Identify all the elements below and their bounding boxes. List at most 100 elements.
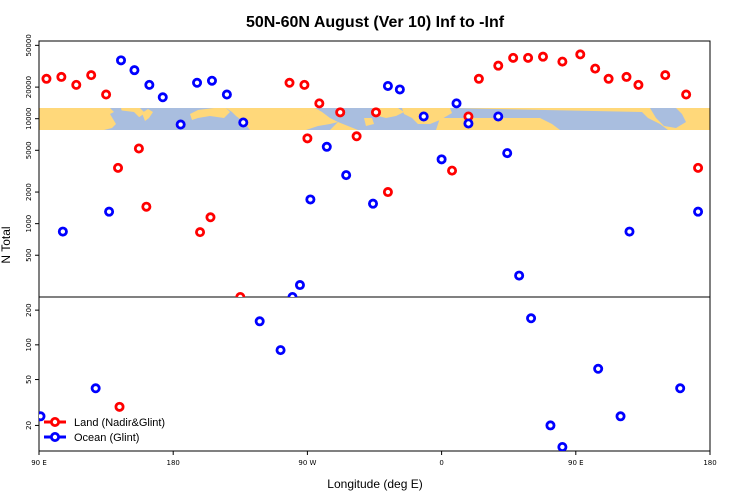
- x-tick-label: 180: [167, 459, 180, 467]
- ocean-point: [394, 84, 405, 95]
- legend: Land (Nadir&Glint) Ocean (Glint): [44, 416, 165, 444]
- chart-title: 50N-60N August (Ver 10) Inf to -Inf: [246, 14, 505, 31]
- land-point: [633, 79, 644, 90]
- ocean-point: [175, 119, 186, 130]
- ocean-point: [451, 98, 462, 109]
- land-point: [284, 77, 295, 88]
- y-tick-label: 200: [25, 303, 33, 316]
- land-point: [681, 89, 692, 100]
- ocean-point: [615, 411, 626, 422]
- x-axis-label: Longitude (deg E): [327, 477, 422, 491]
- land-point: [133, 143, 144, 154]
- y-tick-label: 10000: [25, 108, 33, 130]
- ocean-point: [729, 67, 736, 74]
- ocean-point: [675, 383, 686, 394]
- ocean-point: [39, 411, 46, 422]
- land-point: [382, 187, 393, 198]
- ocean-point: [90, 383, 101, 394]
- land-point: [56, 71, 67, 82]
- legend-ocean-marker: [50, 431, 61, 442]
- land-point: [447, 165, 458, 176]
- x-tick-label: 90 W: [298, 459, 316, 467]
- y-tick-label: 20: [25, 421, 33, 430]
- land-point: [575, 49, 586, 60]
- ocean-point: [624, 226, 635, 237]
- land-kamchatka: [142, 109, 153, 121]
- y-tick-label: 50000: [25, 34, 33, 56]
- legend-land-label: Land (Nadir&Glint): [74, 417, 165, 429]
- ocean-point: [294, 280, 305, 291]
- y-tick-label: 1000: [25, 215, 33, 233]
- land-british-isles: [364, 118, 374, 126]
- land-point: [302, 133, 313, 144]
- ocean-point: [502, 148, 513, 159]
- ocean-point: [287, 292, 298, 297]
- ocean-point: [116, 55, 127, 66]
- land-point: [71, 79, 82, 90]
- x-tick-label: 180: [703, 459, 716, 467]
- ocean-point: [593, 363, 604, 374]
- upper-points: [41, 49, 736, 297]
- land-hudson: [300, 114, 318, 124]
- land-point: [114, 401, 125, 412]
- land-point: [557, 56, 568, 67]
- ocean-point: [368, 198, 379, 209]
- land-point: [537, 51, 548, 62]
- land-greenland-ice: [330, 122, 358, 130]
- land-point: [508, 52, 519, 63]
- land-point: [351, 131, 362, 142]
- ocean-left-pacific: [110, 110, 140, 126]
- land-point: [590, 63, 601, 74]
- upper-y-axis: 500 1000 2000 5000 10000 20000 50000: [25, 34, 39, 262]
- x-axis: 90 E 180 90 W 0 90 E 180: [31, 451, 717, 467]
- lower-y-axis: 20 50 100 200: [25, 303, 39, 430]
- ocean-point: [305, 194, 316, 205]
- ocean-point: [557, 441, 568, 451]
- land-asia-west: [39, 108, 118, 130]
- ocean-point: [129, 65, 140, 76]
- ocean-point: [526, 313, 537, 324]
- land-point: [205, 212, 216, 223]
- lower-points: [39, 313, 686, 451]
- y-tick-label: 500: [25, 249, 33, 262]
- y-tick-label: 20000: [25, 76, 33, 98]
- land-point: [195, 227, 206, 238]
- lower-panel-frame: [38, 296, 711, 452]
- land-point: [86, 70, 97, 81]
- ocean-point: [275, 345, 286, 356]
- ocean-point: [436, 154, 447, 165]
- land-point: [693, 162, 704, 173]
- x-tick-label: 90 E: [568, 459, 584, 467]
- ocean-point: [57, 226, 68, 237]
- ocean-point: [157, 92, 168, 103]
- land-point: [473, 73, 484, 84]
- land-point: [113, 162, 124, 173]
- land-point: [660, 70, 671, 81]
- x-tick-label: 0: [439, 459, 443, 467]
- ocean-point: [382, 80, 393, 91]
- ocean-point: [192, 77, 203, 88]
- legend-ocean-label: Ocean (Glint): [74, 432, 139, 444]
- land-point: [370, 107, 381, 118]
- ocean-point: [493, 111, 504, 122]
- land-point: [141, 201, 152, 212]
- land-point: [299, 79, 310, 90]
- land-point: [721, 203, 728, 210]
- land-alaska: [190, 108, 230, 120]
- land-point: [235, 292, 246, 297]
- ocean-point: [545, 420, 556, 431]
- y-tick-label: 100: [25, 338, 33, 351]
- ocean-point: [206, 75, 217, 86]
- land-point: [621, 71, 632, 82]
- land-asia-east: [450, 108, 710, 130]
- ocean-point: [418, 111, 429, 122]
- land-point: [717, 145, 724, 152]
- ocean-point: [341, 170, 352, 181]
- ocean-pacific-right: [650, 108, 686, 128]
- land-point: [335, 107, 346, 118]
- land-point: [523, 52, 534, 63]
- ocean-point: [463, 118, 474, 129]
- y-tick-label: 2000: [25, 183, 33, 201]
- ocean-point: [254, 316, 265, 327]
